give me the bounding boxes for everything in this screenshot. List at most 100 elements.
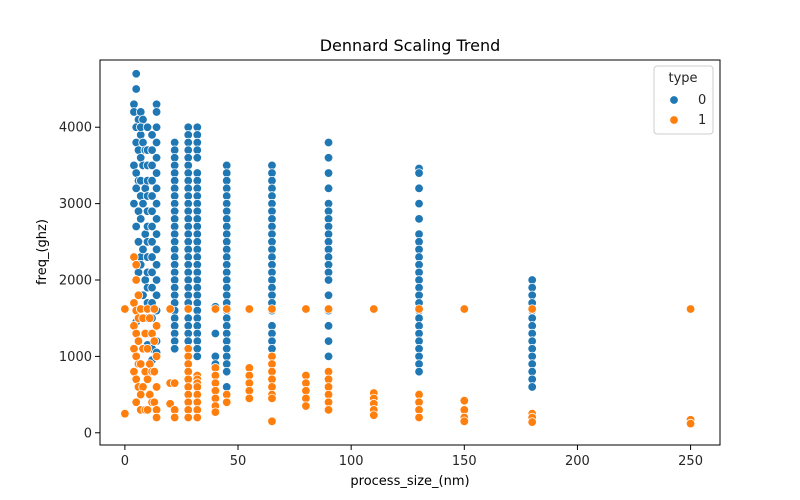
data-point-type-0 — [147, 282, 157, 293]
data-point-type-0 — [138, 244, 148, 255]
data-point-type-0 — [147, 130, 157, 140]
data-point-type-1 — [244, 304, 255, 314]
data-point-type-1 — [151, 412, 162, 423]
data-point-type-0 — [147, 252, 157, 262]
data-point-type-0 — [151, 275, 162, 285]
data-point-type-0 — [151, 229, 162, 239]
data-point-type-1 — [685, 304, 696, 314]
data-point-type-0 — [323, 168, 334, 178]
data-point-type-0 — [151, 153, 162, 163]
legend: type 0 1 — [653, 65, 714, 135]
data-point-type-1 — [459, 304, 470, 314]
data-point-type-0 — [323, 153, 334, 163]
data-point-type-0 — [151, 260, 162, 270]
x-tick-label: 0 — [121, 454, 129, 469]
x-tick-label: 50 — [230, 454, 247, 469]
data-point-type-0 — [147, 267, 157, 278]
y-tick-label: 4000 — [59, 121, 92, 136]
data-point-type-1 — [527, 417, 537, 427]
x-tick-label: 100 — [339, 454, 364, 469]
data-point-type-0 — [151, 107, 162, 117]
data-point-type-1 — [133, 290, 144, 300]
data-point-type-0 — [151, 168, 162, 178]
data-point-type-1 — [459, 416, 470, 427]
data-point-type-1 — [136, 389, 146, 400]
data-point-type-1 — [142, 344, 153, 354]
data-point-type-1 — [244, 393, 255, 404]
data-point-type-0 — [151, 214, 162, 224]
data-point-type-1 — [267, 393, 277, 404]
data-point-type-1 — [131, 397, 141, 407]
data-point-type-1 — [323, 405, 334, 415]
data-point-type-1 — [323, 304, 334, 314]
points-layer — [120, 69, 696, 429]
legend-title: type — [668, 71, 697, 86]
data-point-type-0 — [151, 137, 162, 148]
data-point-type-0 — [323, 351, 334, 362]
legend-label-type-1: 1 — [698, 113, 706, 128]
data-point-type-1 — [685, 418, 696, 429]
data-point-type-0 — [323, 290, 334, 300]
data-point-type-0 — [147, 145, 157, 155]
data-point-type-0 — [414, 183, 424, 194]
data-point-type-0 — [147, 175, 157, 186]
x-tick-label: 200 — [565, 454, 590, 469]
data-point-type-0 — [169, 344, 180, 354]
data-point-type-1 — [151, 351, 162, 362]
chart-title: Dennard Scaling Trend — [320, 36, 501, 55]
y-tick-label: 1000 — [59, 350, 92, 365]
data-point-type-1 — [136, 359, 146, 369]
data-point-type-1 — [142, 405, 153, 415]
y-axis-ticks: 0 1000 2000 3000 4000 — [59, 121, 100, 441]
data-point-type-1 — [142, 374, 153, 385]
data-point-type-1 — [120, 304, 130, 314]
data-point-type-0 — [131, 183, 141, 194]
data-point-type-1 — [267, 304, 277, 314]
data-point-type-1 — [414, 412, 424, 423]
y-tick-label: 0 — [84, 426, 92, 441]
data-point-type-0 — [222, 366, 232, 377]
data-point-type-1 — [369, 304, 379, 314]
data-point-type-1 — [459, 395, 470, 406]
data-point-type-0 — [142, 122, 153, 132]
data-point-type-1 — [183, 412, 193, 423]
y-tick-label: 3000 — [59, 197, 92, 212]
data-point-type-1 — [301, 401, 311, 411]
data-point-type-1 — [414, 304, 424, 314]
data-point-type-0 — [129, 198, 139, 209]
data-point-type-1 — [527, 304, 537, 314]
data-point-type-1 — [149, 304, 160, 314]
legend-marker-type-0 — [669, 95, 679, 105]
data-point-type-0 — [151, 244, 162, 255]
data-point-type-0 — [151, 198, 162, 209]
legend-label-type-0: 0 — [698, 93, 706, 108]
data-point-type-0 — [151, 290, 162, 300]
data-point-type-0 — [192, 153, 203, 163]
data-point-type-1 — [131, 260, 141, 270]
data-point-type-0 — [133, 237, 144, 247]
x-tick-label: 250 — [678, 454, 703, 469]
data-point-type-0 — [414, 168, 424, 178]
x-tick-label: 150 — [452, 454, 477, 469]
data-point-type-1 — [151, 321, 162, 331]
data-point-type-0 — [131, 84, 141, 94]
data-point-type-0 — [147, 237, 157, 247]
data-point-type-0 — [323, 183, 334, 194]
data-point-type-1 — [210, 304, 221, 314]
data-point-type-0 — [527, 382, 537, 392]
data-point-type-0 — [136, 214, 146, 224]
plot-frame — [99, 59, 721, 446]
data-point-type-1 — [192, 412, 203, 423]
x-axis-ticks: 0 50 100 150 200 250 — [121, 445, 703, 469]
data-point-type-1 — [222, 304, 232, 314]
data-point-type-0 — [151, 183, 162, 194]
data-point-type-1 — [133, 336, 144, 346]
legend-box — [653, 65, 714, 135]
data-point-type-0 — [323, 275, 334, 285]
data-point-type-1 — [169, 378, 180, 388]
data-point-type-0 — [414, 214, 424, 224]
data-point-type-0 — [138, 198, 148, 209]
data-point-type-1 — [149, 336, 160, 346]
data-point-type-0 — [323, 137, 334, 148]
